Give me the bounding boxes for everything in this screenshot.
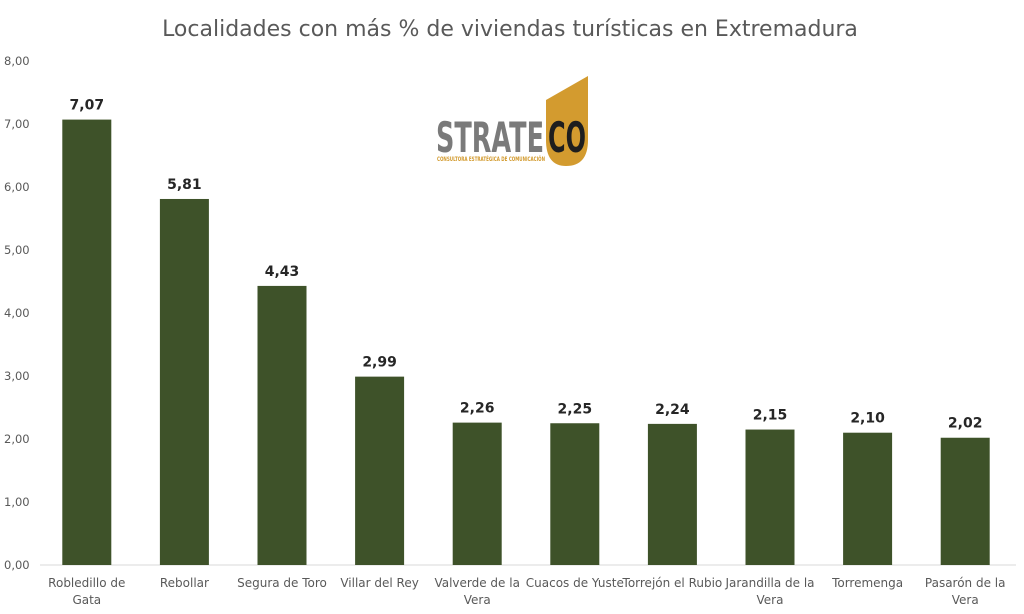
bar bbox=[843, 432, 893, 565]
x-tick-label: Robledillo de Gata bbox=[48, 576, 125, 607]
x-tick-label: Valverde de la Vera bbox=[434, 576, 520, 607]
x-tick-label-line: Cuacos de Yuste bbox=[526, 576, 624, 590]
bar bbox=[745, 429, 795, 565]
y-tick-label: 8,00 bbox=[4, 54, 30, 68]
bar bbox=[159, 198, 209, 565]
y-axis: 0,00 1,00 2,00 3,00 4,00 5,00 6,00 7,00 8,00 bbox=[4, 54, 30, 572]
data-label: 5,81 bbox=[167, 177, 202, 193]
bar bbox=[355, 376, 405, 565]
x-tick-label-line: Gata bbox=[72, 593, 101, 607]
y-tick-label: 0,00 bbox=[4, 558, 30, 572]
y-tick-label: 2,00 bbox=[4, 432, 30, 446]
logo-word-co: CO bbox=[548, 113, 586, 162]
data-label: 2,02 bbox=[948, 416, 983, 432]
x-tick-label-line: Villar del Rey bbox=[340, 576, 418, 590]
x-tick-label: Torrejón el Rubio bbox=[622, 576, 723, 590]
x-tick-label: Jarandilla de la Vera bbox=[724, 576, 814, 607]
x-tick-label-line: Vera bbox=[757, 593, 784, 607]
x-tick-label-line: Segura de Toro bbox=[237, 576, 327, 590]
x-tick-label-line: Rebollar bbox=[160, 576, 209, 590]
data-label: 2,25 bbox=[558, 401, 593, 417]
y-tick-label: 6,00 bbox=[4, 180, 30, 194]
x-tick-label: Torremenga bbox=[831, 576, 903, 590]
bar bbox=[62, 119, 112, 565]
x-tick-label-line: Vera bbox=[952, 593, 979, 607]
logo-shield-shape bbox=[546, 76, 588, 166]
data-label: 2,26 bbox=[460, 401, 495, 417]
chart-title: Localidades con más % de viviendas turís… bbox=[162, 17, 858, 42]
x-tick-label: Segura de Toro bbox=[237, 576, 327, 590]
logo-tagline: CONSULTORA ESTRATÉGICA DE COMUNICACIÓN bbox=[437, 155, 545, 163]
data-labels: 7,07 5,81 4,43 2,99 2,26 2,25 2,24 2,15 2,10 2,02 bbox=[70, 98, 983, 432]
x-tick-label: Villar del Rey bbox=[340, 576, 418, 590]
data-label: 2,24 bbox=[655, 402, 690, 418]
bar bbox=[550, 423, 600, 565]
bar bbox=[940, 437, 990, 565]
data-label: 2,15 bbox=[753, 408, 788, 424]
x-tick-label-line: Torremenga bbox=[831, 576, 903, 590]
x-tick-label-line: Valverde de la bbox=[434, 576, 520, 590]
x-axis-labels: Robledillo de Gata Rebollar Segura de Toro V… bbox=[48, 576, 1005, 607]
bar bbox=[452, 422, 502, 565]
x-tick-label: Pasarón de la Vera bbox=[925, 576, 1006, 607]
data-label: 2,10 bbox=[850, 411, 885, 427]
x-tick-label-line: Robledillo de bbox=[48, 576, 125, 590]
x-tick-label-line: Vera bbox=[464, 593, 491, 607]
x-tick-label-line: Torrejón el Rubio bbox=[622, 576, 723, 590]
data-label: 7,07 bbox=[70, 98, 105, 114]
x-tick-label-line: Pasarón de la bbox=[925, 576, 1006, 590]
y-tick-label: 7,00 bbox=[4, 117, 30, 131]
bar bbox=[257, 285, 307, 565]
y-tick-label: 3,00 bbox=[4, 369, 30, 383]
y-tick-label: 4,00 bbox=[4, 306, 30, 320]
bar bbox=[647, 423, 697, 565]
bars bbox=[62, 119, 990, 565]
data-label: 4,43 bbox=[265, 264, 300, 280]
y-tick-label: 5,00 bbox=[4, 243, 30, 257]
strateco-logo: STRATE CO CONSULTORA ESTRATÉGICA DE COMU… bbox=[436, 76, 588, 166]
logo-word-strate: STRATE bbox=[436, 113, 544, 162]
data-label: 2,99 bbox=[362, 355, 397, 371]
y-tick-label: 1,00 bbox=[4, 495, 30, 509]
x-tick-label: Rebollar bbox=[160, 576, 209, 590]
x-tick-label: Cuacos de Yuste bbox=[526, 576, 624, 590]
x-tick-label-line: Jarandilla de la bbox=[724, 576, 814, 590]
